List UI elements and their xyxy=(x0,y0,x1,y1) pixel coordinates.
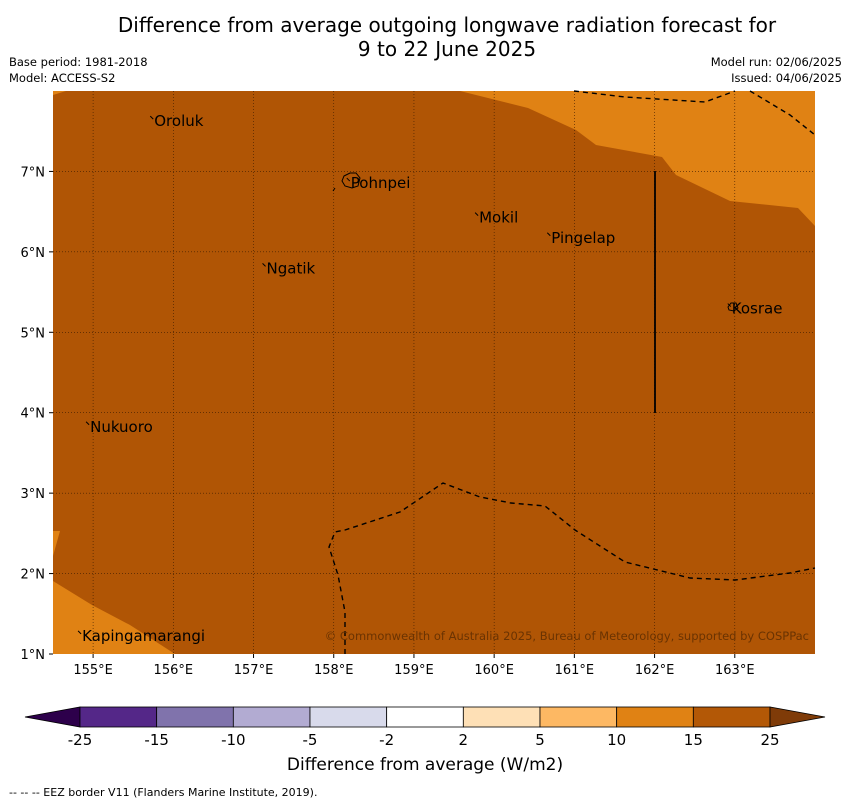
colorbar-tick-label: 10 xyxy=(607,731,626,749)
eez-border-northeast xyxy=(749,90,816,136)
contour-region-corner xyxy=(53,91,66,95)
lon-tick-label: 161°E xyxy=(555,663,595,678)
lon-tick-label: 155°E xyxy=(73,663,113,678)
contour-region-left xyxy=(53,531,175,654)
island-marker xyxy=(149,115,154,120)
colorbar-label: Difference from average (W/m2) xyxy=(286,755,564,775)
colorbar-segment xyxy=(692,706,771,728)
axis-ticks: 155°E 156°E 157°E 158°E 159°E 160°E 161°E 162°E… xyxy=(21,165,755,678)
island-labels: Oroluk Pohnpei Mokil Pingelap Ngatik Kosrae Nu… xyxy=(77,112,783,645)
colorbar-segment xyxy=(79,706,158,728)
island-label: Pingelap xyxy=(551,229,615,247)
eez-border-south xyxy=(328,482,816,654)
contour-region-top xyxy=(460,91,815,226)
map-background xyxy=(53,91,815,654)
colorbar-tick-label: 15 xyxy=(684,731,703,749)
eez-borders xyxy=(328,90,816,654)
gridlines xyxy=(53,91,815,654)
lon-tick-label: 157°E xyxy=(234,663,274,678)
colorbar-tick-label: -10 xyxy=(221,731,246,749)
colorbar-tick-label: 5 xyxy=(535,731,545,749)
footnote: -- -- -- EEZ border V11 (Flanders Marine… xyxy=(9,786,318,799)
island-marker xyxy=(346,177,351,182)
lat-tick-label: 5°N xyxy=(21,326,46,341)
island-label: Pohnpei xyxy=(351,174,411,192)
colorbar-segment xyxy=(232,706,311,728)
meta-right: Model run: 02/06/2025 Issued: 04/06/2025 xyxy=(711,54,842,86)
island-label: Kosrae xyxy=(732,300,783,318)
colorbar-segment xyxy=(386,706,464,728)
model-run: Model run: 02/06/2025 xyxy=(710,55,842,69)
colorbar-segment xyxy=(462,706,541,728)
lon-tick-label: 160°E xyxy=(474,663,514,678)
island-label: Ngatik xyxy=(267,259,316,277)
copyright-text: © Commonwealth of Australia 2025, Bureau… xyxy=(325,629,809,643)
island-marker xyxy=(546,232,551,237)
model-name: Model: ACCESS-S2 xyxy=(9,71,116,85)
lat-tick-label: 3°N xyxy=(21,487,46,502)
kosrae-island xyxy=(727,302,739,312)
meta-left: Base period: 1981-2018 Model: ACCESS-S2 xyxy=(9,54,148,86)
island-label: Oroluk xyxy=(154,112,203,130)
island-marker xyxy=(77,630,82,635)
colorbar-segment xyxy=(156,706,234,728)
lat-tick-label: 1°N xyxy=(21,648,46,663)
colorbar-segment xyxy=(539,706,618,728)
colorbar-segment xyxy=(309,706,388,728)
colorbar-segment xyxy=(616,706,694,728)
island-label: Nukuoro xyxy=(90,418,153,436)
lon-tick-label: 159°E xyxy=(394,663,434,678)
island-marker xyxy=(85,421,90,426)
lat-tick-label: 4°N xyxy=(21,407,46,422)
map-area xyxy=(53,91,815,654)
lon-tick-label: 163°E xyxy=(715,663,755,678)
colorbar-arrow-low xyxy=(24,706,81,728)
colorbar-tick-label: 2 xyxy=(459,731,469,749)
lat-tick-label: 7°N xyxy=(21,165,46,180)
island-marker xyxy=(262,262,266,267)
island-marker xyxy=(727,303,732,307)
lon-tick-label: 158°E xyxy=(314,663,354,678)
colorbar-tick-label: -25 xyxy=(68,731,93,749)
lat-tick-label: 6°N xyxy=(21,246,46,261)
land-features xyxy=(332,172,739,312)
colorbar-tick-label: -5 xyxy=(303,731,318,749)
colorbar-tick-label: -2 xyxy=(379,731,394,749)
colorbar-tick-label: -15 xyxy=(144,731,169,749)
colorbar-tick-label: 25 xyxy=(760,731,779,749)
colorbar: -25 -15 -10 -5 -2 2 5 10 15 25 xyxy=(24,706,826,749)
lon-tick-label: 162°E xyxy=(635,663,675,678)
colorbar-arrow-high xyxy=(769,706,826,728)
island-label: Kapingamarangi xyxy=(82,627,205,645)
lon-tick-label: 156°E xyxy=(154,663,194,678)
title-line-2: 9 to 22 June 2025 xyxy=(357,37,537,61)
pohnpei-island xyxy=(341,172,361,189)
map-title: Difference from average outgoing longwav… xyxy=(0,13,850,61)
eez-border-north xyxy=(573,90,736,103)
island-marker xyxy=(474,212,479,217)
island-label: Mokil xyxy=(479,209,518,227)
issued-date: Issued: 04/06/2025 xyxy=(731,71,842,85)
title-line-1: Difference from average outgoing longwav… xyxy=(117,13,777,37)
base-period: Base period: 1981-2018 xyxy=(9,55,148,69)
island-dot-ant xyxy=(332,187,336,192)
lat-tick-label: 2°N xyxy=(21,568,46,583)
